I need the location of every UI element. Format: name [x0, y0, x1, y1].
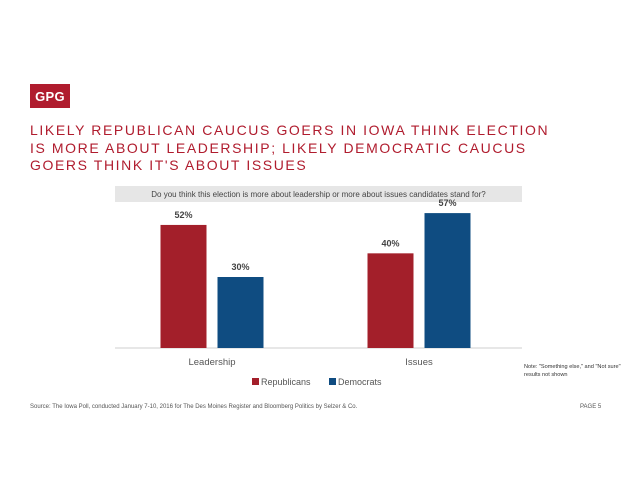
- bar-democrats-issues: [424, 213, 471, 348]
- bar-republicans-leadership: [160, 224, 207, 348]
- x-tick-label-leadership: Leadership: [188, 357, 235, 368]
- data-label-democrats-leadership: 30%: [231, 262, 249, 272]
- legend-label-republicans: Republicans: [261, 377, 311, 387]
- data-label-republicans-leadership: 52%: [174, 210, 192, 220]
- slide-title: LIKELY REPUBLICAN CAUCUS GOERS IN IOWA T…: [30, 122, 620, 175]
- chart-note: Note: "Something else," and "Not sure" r…: [524, 364, 621, 378]
- gpg-logo: GPG: [30, 84, 70, 108]
- title-line-3: GOERS THINK IT'S ABOUT ISSUES: [30, 157, 308, 173]
- data-label-republicans-issues: 40%: [381, 238, 399, 248]
- bar-republicans-issues: [367, 253, 414, 348]
- x-tick-label-issues: Issues: [405, 357, 433, 368]
- legend-label-democrats: Democrats: [338, 377, 382, 387]
- title-line-2: IS MORE ABOUT LEADERSHIP; LIKELY DEMOCRA…: [30, 139, 527, 156]
- data-label-democrats-issues: 57%: [438, 198, 456, 208]
- title-line-1: LIKELY REPUBLICAN CAUCUS GOERS IN IOWA T…: [30, 122, 550, 138]
- survey-question: Do you think this election is more about…: [115, 186, 522, 202]
- legend-swatch-republicans: [252, 378, 259, 385]
- page-number: PAGE 5: [580, 404, 602, 410]
- source-footnote: Source: The Iowa Poll, conducted January…: [30, 404, 358, 410]
- legend-swatch-democrats: [329, 378, 336, 385]
- bar-democrats-leadership: [217, 277, 264, 348]
